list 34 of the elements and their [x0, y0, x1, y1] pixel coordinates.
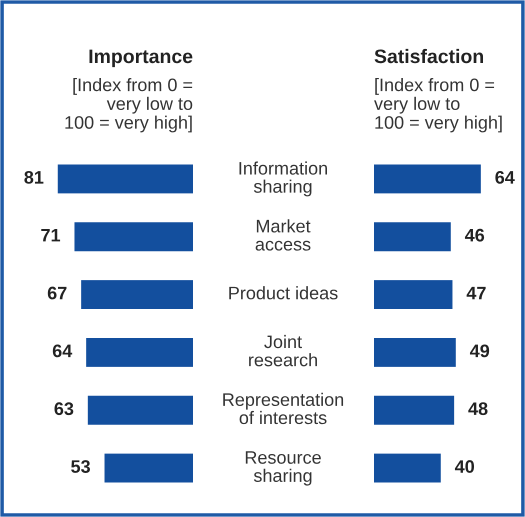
data-label: 64 — [495, 170, 515, 184]
bar — [374, 396, 454, 425]
bar — [74, 222, 193, 252]
data-label: 63 — [54, 402, 74, 416]
data-label: 71 — [41, 228, 60, 242]
chart-subtitle: [Index from 0 = very low to 100 = very high] — [65, 78, 192, 132]
data-label: 64 — [52, 344, 72, 358]
y-tick-label: Market access — [256, 219, 310, 251]
bar — [81, 280, 193, 310]
data-label: 53 — [71, 460, 90, 473]
chart-title: Importance — [90, 50, 192, 68]
bar — [86, 338, 193, 367]
bar — [104, 454, 193, 483]
data-label: 81 — [24, 170, 44, 184]
bar — [374, 222, 451, 252]
y-tick-label: Joint research — [249, 334, 317, 366]
bar — [88, 396, 193, 425]
data-label: 40 — [454, 460, 474, 473]
bar — [374, 280, 452, 310]
y-tick-label: Resource sharing — [246, 451, 321, 486]
data-label: 67 — [48, 286, 66, 300]
y-tick-label: Product ideas — [229, 286, 338, 300]
bar — [58, 164, 193, 194]
y-tick-label: Information sharing — [240, 161, 327, 196]
data-label: 48 — [468, 402, 488, 416]
data-label: 47 — [466, 286, 486, 300]
y-tick-label: Representation of interests — [223, 392, 344, 424]
bar — [374, 454, 441, 483]
bar — [374, 164, 481, 194]
chart-title: Satisfaction — [374, 48, 484, 64]
bar — [374, 338, 456, 367]
data-label: 46 — [464, 228, 484, 242]
data-label: 49 — [470, 344, 490, 358]
chart-subtitle: [Index from 0 = very low to 100 = very high] — [374, 78, 502, 132]
